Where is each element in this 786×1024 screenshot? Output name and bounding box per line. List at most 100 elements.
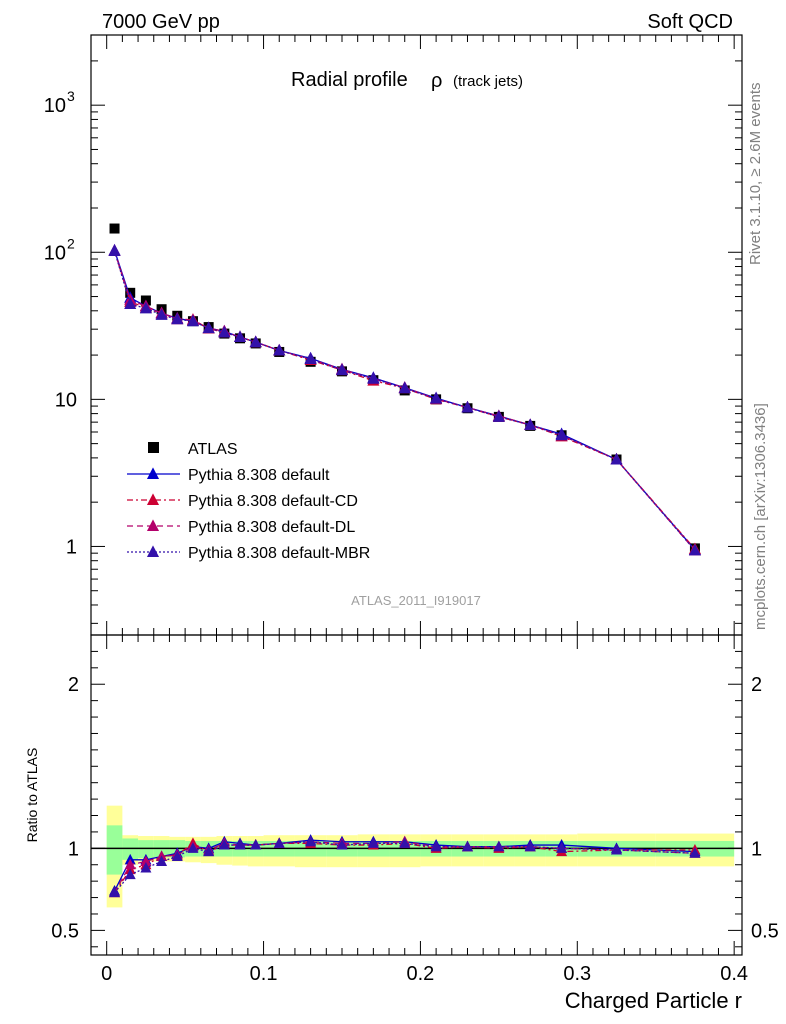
legend-entry: Pythia 8.308 default-CD bbox=[127, 493, 358, 510]
uncertainty-band-inner bbox=[138, 840, 154, 859]
mc-data-point bbox=[273, 343, 286, 356]
legend-entry: Pythia 8.308 default bbox=[127, 467, 330, 484]
mc-data-point bbox=[124, 297, 137, 309]
legend-triangle-marker bbox=[146, 519, 160, 531]
legend-label: Pythia 8.308 default-CD bbox=[188, 493, 358, 510]
legend-entry: Pythia 8.308 default-DL bbox=[127, 519, 355, 536]
mc-data-point bbox=[688, 543, 701, 556]
ratio-data-point bbox=[336, 839, 348, 850]
x-tick-label: 0.2 bbox=[407, 963, 435, 985]
ratio-data-point bbox=[140, 862, 152, 873]
ratio-data-point bbox=[367, 837, 379, 848]
main-y-tick-exponent: 2 bbox=[67, 235, 75, 251]
legend-square-marker bbox=[148, 442, 159, 453]
plot-title-suffix: (track jets) bbox=[453, 73, 523, 90]
ratio-data-point bbox=[187, 842, 199, 853]
main-y-tick-label: 10 bbox=[44, 242, 66, 264]
x-tick-label: 0 bbox=[101, 963, 112, 985]
mc-data-point bbox=[249, 335, 262, 348]
ratio-data-point bbox=[218, 839, 230, 850]
main-y-tick-exponent: 3 bbox=[67, 88, 75, 104]
legend-triangle-marker bbox=[146, 493, 160, 505]
ratio-y-tick-label: 0.5 bbox=[51, 920, 79, 942]
ratio-data-point bbox=[124, 868, 136, 880]
main-y-tick-label: 1 bbox=[66, 536, 77, 558]
mc-data-point bbox=[555, 428, 568, 441]
main-plot-title: Radial profile ρ (track jets) bbox=[291, 69, 523, 92]
ratio-data-point bbox=[124, 858, 136, 870]
mc-data-point bbox=[218, 325, 231, 338]
mc-data-point bbox=[610, 452, 623, 465]
ratio-data-point bbox=[399, 837, 411, 848]
mc-data-point bbox=[233, 330, 247, 343]
header-right-label: Soft QCD bbox=[647, 11, 733, 33]
ratio-y-tick-label-right: 2 bbox=[751, 674, 762, 696]
header-left-label: 7000 GeV pp bbox=[102, 11, 220, 33]
legend-entry: ATLAS bbox=[148, 441, 238, 458]
mc-data-point bbox=[367, 372, 380, 384]
ratio-y-axis-label: Ratio to ATLAS bbox=[24, 748, 40, 843]
legend: ATLAS Pythia 8.308 default Pythia 8.308 de… bbox=[127, 441, 370, 562]
ratio-y-tick-label: 2 bbox=[68, 674, 79, 696]
ratio-data-point bbox=[524, 840, 536, 852]
ratio-data-point bbox=[109, 886, 121, 898]
legend-label: ATLAS bbox=[188, 441, 238, 458]
mc-data-point bbox=[524, 418, 537, 430]
ratio-data-point bbox=[556, 842, 568, 853]
ratio-data-point bbox=[305, 835, 317, 847]
mc-data-point bbox=[335, 363, 349, 376]
analysis-id-label: ATLAS_2011_I919017 bbox=[351, 593, 481, 608]
plot-title-symbol: ρ bbox=[431, 70, 442, 92]
legend-label: Pythia 8.308 default bbox=[188, 467, 330, 484]
legend-label: Pythia 8.308 default-MBR bbox=[188, 545, 370, 562]
ratio-y-tick-label-right: 0.5 bbox=[751, 920, 779, 942]
ratio-data-point bbox=[493, 840, 505, 852]
ratio-data-point bbox=[461, 840, 473, 852]
mc-data-point bbox=[155, 308, 168, 320]
mc-data-point bbox=[202, 321, 215, 334]
plot-title-text: Radial profile bbox=[291, 69, 408, 91]
x-tick-label: 0.4 bbox=[720, 963, 748, 985]
x-axis-label: Charged Particle r bbox=[565, 988, 742, 1013]
ratio-series-line-1 bbox=[113, 842, 695, 894]
x-tick-label: 0.3 bbox=[563, 963, 591, 985]
ratio-plot-panel: 0.5 0.5 1 1 2 2 0 0.1 0.2 0.3 0.4 Ratio to ATLAS C… bbox=[24, 634, 779, 1013]
ratio-series-line-0 bbox=[113, 839, 695, 892]
ratio-data-point bbox=[234, 839, 246, 850]
atlas-data-point bbox=[109, 223, 120, 234]
ratio-y-tick-label-right: 1 bbox=[751, 838, 762, 860]
x-tick-label: 0.1 bbox=[250, 963, 278, 985]
ratio-data-point bbox=[689, 847, 701, 858]
mc-data-point bbox=[430, 392, 443, 404]
mc-series-line-4 bbox=[113, 250, 696, 551]
ratio-data-point bbox=[140, 855, 152, 866]
uncertainty-band-inner bbox=[106, 825, 123, 875]
mc-data-point bbox=[186, 314, 200, 327]
legend-entry: Pythia 8.308 default-MBR bbox=[127, 545, 370, 562]
mc-data-point bbox=[304, 352, 317, 364]
ratio-data-point bbox=[250, 839, 262, 850]
mc-data-point bbox=[171, 312, 184, 325]
mc-data-point bbox=[139, 301, 152, 314]
uncertainty-band-inner bbox=[122, 838, 139, 860]
ratio-plot-frame bbox=[90, 634, 743, 956]
main-y-tick-label: 10 bbox=[55, 389, 77, 411]
mc-data-point bbox=[461, 400, 474, 413]
ratio-data-point bbox=[203, 845, 215, 857]
ratio-data-point bbox=[156, 855, 168, 866]
ratio-y-tick-label: 1 bbox=[68, 838, 79, 860]
ratio-series-line-2 bbox=[113, 841, 695, 893]
legend-label: Pythia 8.308 default-DL bbox=[188, 519, 355, 536]
mc-data-point bbox=[108, 244, 121, 256]
mcplots-reference-label: mcplots.cern.ch [arXiv:1306.3436] bbox=[752, 403, 769, 630]
legend-triangle-marker bbox=[146, 545, 160, 557]
ratio-data-point bbox=[430, 840, 442, 852]
legend-triangle-marker bbox=[146, 467, 160, 479]
mc-data-point bbox=[492, 410, 505, 422]
ratio-data-point bbox=[611, 843, 623, 855]
mc-data-point bbox=[398, 381, 411, 394]
main-y-tick-label: 10 bbox=[44, 95, 66, 117]
ratio-data-point bbox=[273, 837, 285, 848]
